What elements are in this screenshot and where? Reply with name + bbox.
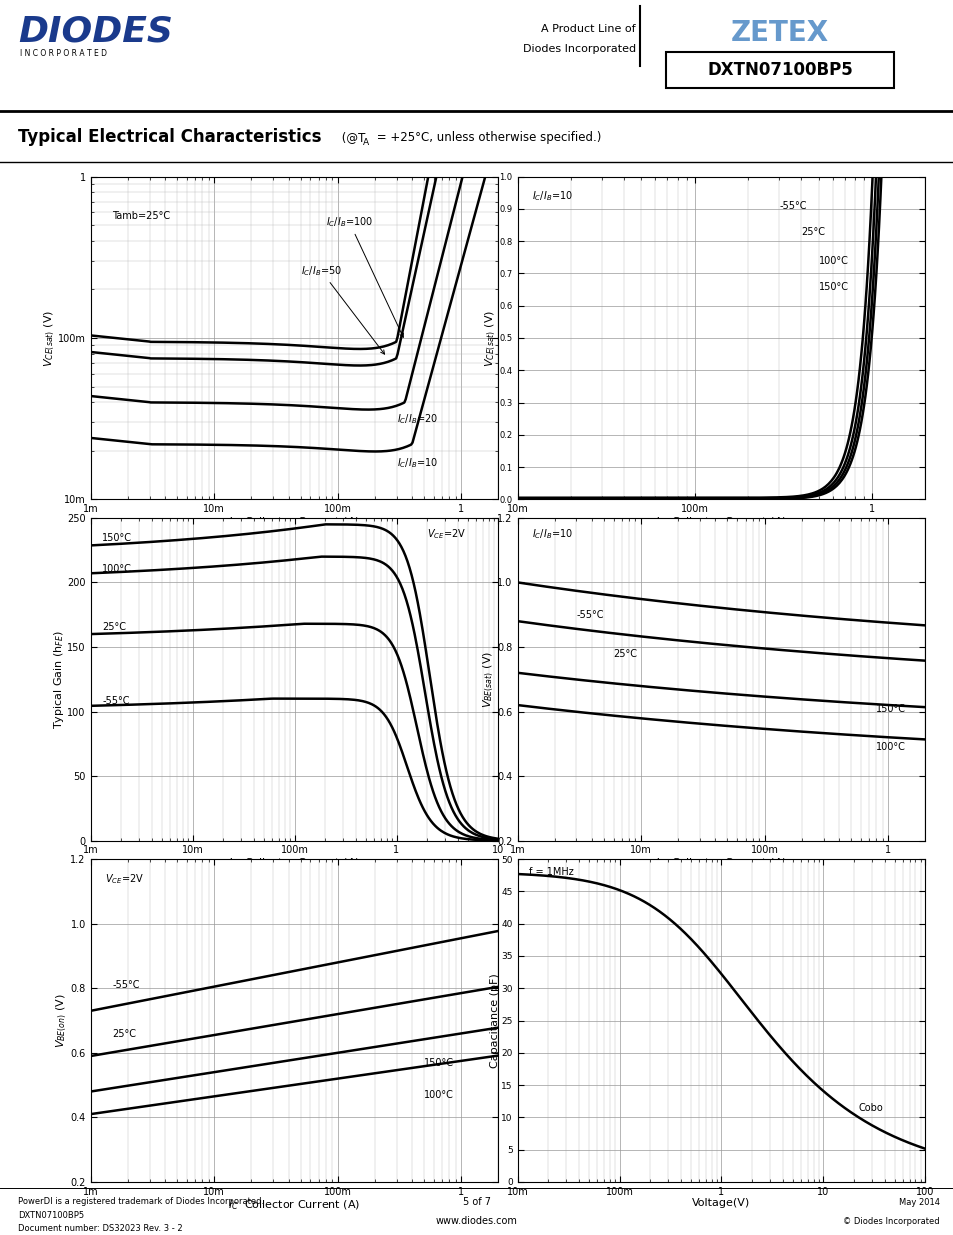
Text: Document number: DS32023 Rev. 3 - 2: Document number: DS32023 Rev. 3 - 2 bbox=[18, 1224, 182, 1233]
Y-axis label: $V_{CE(sat)}$ (V): $V_{CE(sat)}$ (V) bbox=[42, 310, 56, 367]
X-axis label: $I_C$  Collector Current (A): $I_C$ Collector Current (A) bbox=[228, 1198, 360, 1212]
Text: $I_C/I_B$=10: $I_C/I_B$=10 bbox=[531, 189, 572, 203]
Text: A Product Line of: A Product Line of bbox=[540, 23, 636, 35]
X-axis label: $I_C$  Collector Current (A): $I_C$ Collector Current (A) bbox=[655, 515, 787, 530]
Text: $I_C/I_B$=20: $I_C/I_B$=20 bbox=[396, 412, 437, 426]
Text: 25°C: 25°C bbox=[112, 1029, 136, 1039]
Y-axis label: Typical Gain (h$_{FE}$): Typical Gain (h$_{FE}$) bbox=[51, 630, 66, 729]
Text: 5 of 7: 5 of 7 bbox=[462, 1197, 491, 1207]
Text: 100°C: 100°C bbox=[818, 256, 847, 266]
X-axis label: $I_C$  Collector Current (A): $I_C$ Collector Current (A) bbox=[655, 857, 787, 871]
Text: A: A bbox=[363, 138, 369, 147]
Text: $V_{CE}$=2V: $V_{CE}$=2V bbox=[105, 872, 144, 885]
Text: -55°C: -55°C bbox=[112, 981, 140, 990]
Y-axis label: $V_{BE(on)}$ (V): $V_{BE(on)}$ (V) bbox=[54, 993, 69, 1049]
Text: 25°C: 25°C bbox=[613, 648, 637, 658]
Text: Typical Electrical Characteristics: Typical Electrical Characteristics bbox=[18, 128, 321, 146]
Text: DIODES: DIODES bbox=[18, 14, 172, 48]
X-axis label: $I_C$  Collector Current (A): $I_C$ Collector Current (A) bbox=[228, 515, 360, 530]
Text: $I_C/I_B$=100: $I_C/I_B$=100 bbox=[325, 215, 403, 337]
Text: = +25°C, unless otherwise specified.): = +25°C, unless otherwise specified.) bbox=[373, 131, 600, 143]
Text: I N C O R P O R A T E D: I N C O R P O R A T E D bbox=[20, 48, 107, 58]
Y-axis label: $V_{BE(sat)}$ (V): $V_{BE(sat)}$ (V) bbox=[481, 651, 496, 708]
Text: © Diodes Incorporated: © Diodes Incorporated bbox=[842, 1216, 939, 1225]
Text: -55°C: -55°C bbox=[576, 610, 603, 620]
Text: Diodes Incorporated: Diodes Incorporated bbox=[522, 44, 636, 54]
Text: DXTN07100BP5: DXTN07100BP5 bbox=[18, 1210, 84, 1219]
Text: ZETEX: ZETEX bbox=[730, 19, 828, 47]
Text: $V_{CE(sat)}$ v $I_C$: $V_{CE(sat)}$ v $I_C$ bbox=[256, 562, 333, 579]
Text: Tamb=25°C: Tamb=25°C bbox=[112, 210, 171, 221]
Text: f = 1MHz: f = 1MHz bbox=[529, 867, 574, 877]
Text: 150°C: 150°C bbox=[818, 282, 848, 291]
Text: $I_C/I_B$=10: $I_C/I_B$=10 bbox=[396, 457, 437, 471]
Text: 100°C: 100°C bbox=[424, 1091, 454, 1100]
Text: 100°C: 100°C bbox=[102, 564, 132, 574]
Text: -55°C: -55°C bbox=[102, 695, 130, 705]
Y-axis label: Capacitance (pF): Capacitance (pF) bbox=[489, 973, 499, 1068]
Text: May 2014: May 2014 bbox=[898, 1198, 939, 1207]
Text: $I_C/I_B$=10: $I_C/I_B$=10 bbox=[531, 527, 572, 541]
Text: 150°C: 150°C bbox=[102, 534, 132, 543]
Text: 150°C: 150°C bbox=[424, 1057, 454, 1068]
Text: 100°C: 100°C bbox=[875, 742, 905, 752]
Y-axis label: $V_{CE(sat)}$ (V): $V_{CE(sat)}$ (V) bbox=[483, 310, 497, 367]
Text: $V_{CE(sat)}$ v $I_C$: $V_{CE(sat)}$ v $I_C$ bbox=[682, 562, 759, 579]
Text: $I_C/I_B$=50: $I_C/I_B$=50 bbox=[300, 264, 384, 354]
Text: -55°C: -55°C bbox=[779, 201, 806, 211]
Text: 25°C: 25°C bbox=[102, 622, 126, 632]
Text: Cobo: Cobo bbox=[858, 1103, 882, 1113]
Text: www.diodes.com: www.diodes.com bbox=[436, 1216, 517, 1226]
Text: $V_{CE}$=2V: $V_{CE}$=2V bbox=[427, 527, 466, 541]
Text: 150°C: 150°C bbox=[875, 704, 905, 714]
Text: $h_{FE}$ v $I_C$: $h_{FE}$ v $I_C$ bbox=[268, 903, 320, 920]
Text: (@T: (@T bbox=[337, 131, 365, 143]
X-axis label: Voltage(V): Voltage(V) bbox=[692, 1198, 750, 1208]
Text: DXTN07100BP5: DXTN07100BP5 bbox=[706, 61, 852, 79]
Text: PowerDI is a registered trademark of Diodes Incorporated.: PowerDI is a registered trademark of Dio… bbox=[18, 1197, 264, 1205]
X-axis label: $I_C$  Collector Current (A): $I_C$ Collector Current (A) bbox=[228, 857, 360, 871]
Text: 25°C: 25°C bbox=[801, 227, 824, 237]
FancyBboxPatch shape bbox=[665, 52, 893, 88]
Text: $V_{BE(sat)}$ v $I_C$: $V_{BE(sat)}$ v $I_C$ bbox=[682, 903, 759, 920]
